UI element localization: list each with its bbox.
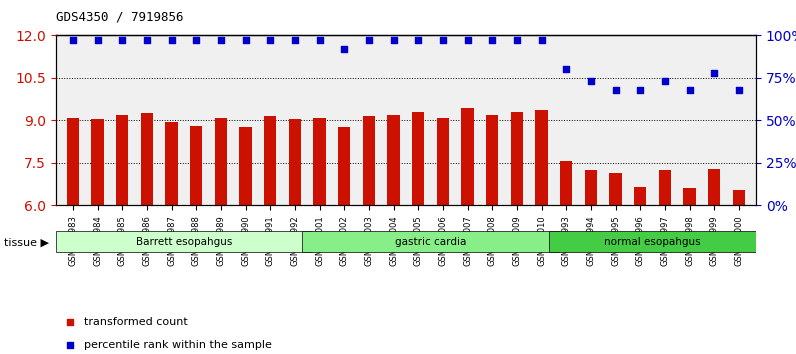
Bar	[215, 118, 227, 354]
Bar	[684, 188, 696, 354]
Bar	[437, 118, 449, 354]
Text: percentile rank within the sample: percentile rank within the sample	[84, 340, 271, 350]
Bar	[314, 118, 326, 354]
FancyBboxPatch shape	[549, 231, 756, 252]
Bar	[412, 112, 424, 354]
Point	[732, 87, 745, 93]
Bar	[560, 161, 572, 354]
Bar	[240, 127, 252, 354]
Point	[240, 38, 252, 43]
Point	[658, 79, 671, 84]
Bar	[708, 169, 720, 354]
Bar	[141, 113, 153, 354]
Point	[683, 87, 696, 93]
FancyBboxPatch shape	[302, 231, 559, 252]
Text: tissue ▶: tissue ▶	[4, 238, 49, 247]
Point	[92, 38, 104, 43]
Bar	[190, 126, 202, 354]
Point	[215, 38, 228, 43]
Point	[166, 38, 178, 43]
Point	[314, 38, 326, 43]
Bar	[67, 118, 79, 354]
Point	[535, 38, 548, 43]
Point	[486, 38, 498, 43]
Bar	[610, 173, 622, 354]
Point	[527, 35, 540, 41]
Point	[264, 38, 277, 43]
Bar	[166, 122, 178, 354]
Bar	[289, 119, 301, 354]
Bar	[363, 116, 375, 354]
Bar	[659, 170, 671, 354]
Point	[527, 245, 540, 250]
Text: GDS4350 / 7919856: GDS4350 / 7919856	[56, 11, 183, 24]
Point	[560, 67, 572, 72]
Point	[388, 38, 400, 43]
Text: transformed count: transformed count	[84, 317, 188, 327]
Bar	[388, 115, 400, 354]
Point	[67, 38, 80, 43]
Bar	[511, 112, 523, 354]
Point	[363, 38, 376, 43]
Point	[289, 38, 302, 43]
Bar	[585, 170, 597, 354]
Bar	[634, 187, 646, 354]
FancyBboxPatch shape	[56, 231, 312, 252]
Bar	[536, 110, 548, 354]
Point	[141, 38, 154, 43]
Bar	[338, 127, 350, 354]
Text: gastric cardia: gastric cardia	[395, 236, 466, 247]
Text: Barrett esopahgus: Barrett esopahgus	[136, 236, 232, 247]
Bar	[486, 115, 498, 354]
Point	[461, 38, 474, 43]
Point	[338, 46, 351, 52]
Point	[584, 79, 597, 84]
Point	[116, 38, 129, 43]
Bar	[264, 116, 276, 354]
Bar	[116, 115, 128, 354]
Point	[609, 87, 622, 93]
Point	[510, 38, 523, 43]
Point	[412, 38, 424, 43]
Point	[190, 38, 203, 43]
Point	[708, 70, 720, 76]
Bar	[92, 119, 103, 354]
Point	[634, 87, 646, 93]
Bar	[733, 190, 745, 354]
Text: normal esopahgus: normal esopahgus	[604, 236, 701, 247]
Point	[436, 38, 449, 43]
Bar	[462, 108, 474, 354]
